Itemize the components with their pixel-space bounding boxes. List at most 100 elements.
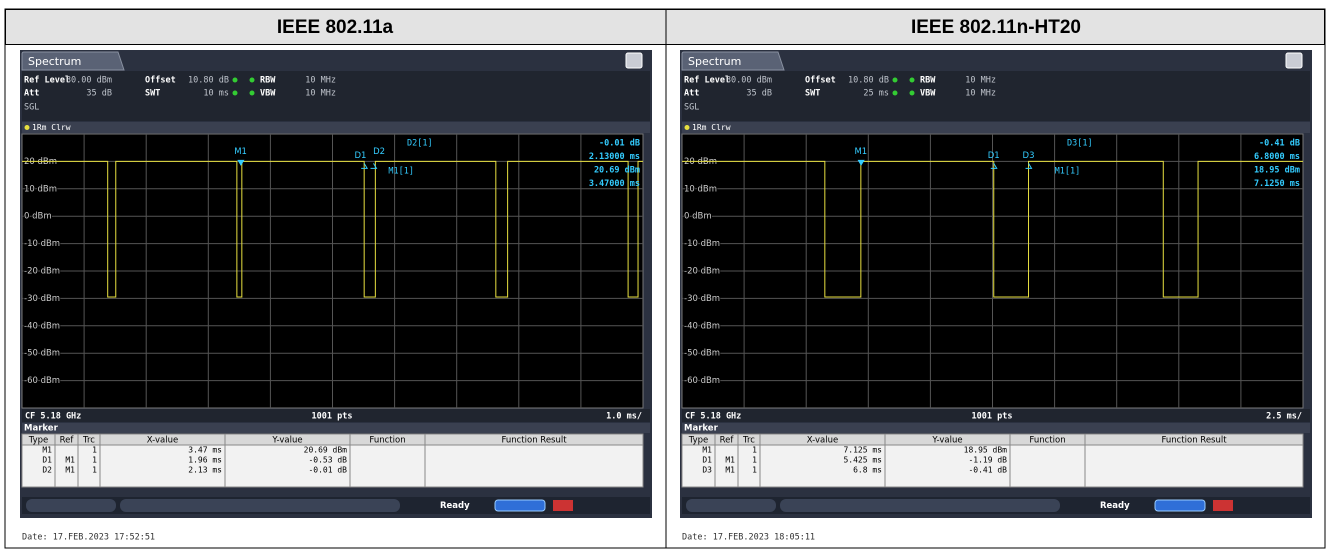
setting-label: Offset xyxy=(145,76,176,86)
setting-label: Ref Level xyxy=(684,76,730,86)
footer-text: 2.5 ms/ xyxy=(1266,412,1302,422)
y-label: -20 dBm xyxy=(684,267,720,277)
table-cell: 1 xyxy=(92,446,97,455)
alert-icon xyxy=(553,500,573,511)
status-seg xyxy=(686,499,776,512)
table-header: Trc xyxy=(82,436,95,446)
readout-value: 20.69 dBm xyxy=(594,166,640,176)
marker-triangle xyxy=(990,163,998,169)
table-cell: -0.41 dB xyxy=(968,466,1007,475)
y-label: -50 dBm xyxy=(24,349,60,359)
y-label: -60 dBm xyxy=(24,376,60,386)
table-cell: 20.69 dBm xyxy=(304,446,348,455)
setting-value: 10.80 dB xyxy=(188,76,229,86)
setting-label: SWT xyxy=(805,89,820,99)
mode: SGL xyxy=(24,103,39,113)
table-title-bar xyxy=(22,423,650,433)
status-dot xyxy=(232,77,238,83)
table-cell: D2 xyxy=(42,466,52,475)
table-cell: 5.425 ms xyxy=(843,456,882,465)
status-seg xyxy=(780,499,1060,512)
status-seg xyxy=(120,499,400,512)
setting-label: Att xyxy=(24,89,39,99)
readout-name: D2[1] xyxy=(407,139,433,149)
table-cell: 1 xyxy=(752,446,757,455)
table-header: Trc xyxy=(742,436,755,446)
readout-value: -0.01 dB xyxy=(599,139,640,149)
readout-value: -0.41 dB xyxy=(1259,139,1300,149)
status-seg xyxy=(26,499,116,512)
table-cell: -1.19 dB xyxy=(968,456,1007,465)
y-label: -30 dBm xyxy=(24,294,60,304)
setting-label: VBW xyxy=(920,89,936,99)
status-dot xyxy=(249,77,255,83)
readout-name: M1[1] xyxy=(1055,167,1081,177)
y-label: -60 dBm xyxy=(684,376,720,386)
tab-label: Spectrum xyxy=(688,55,741,68)
y-label: -30 dBm xyxy=(684,294,720,304)
marker-triangle xyxy=(237,159,245,166)
table-cell: M1 xyxy=(65,466,75,475)
header-row xyxy=(5,9,1325,45)
table-cell: 2.13 ms xyxy=(188,466,222,475)
setting-value: 10 MHz xyxy=(305,76,336,86)
marker-triangle xyxy=(1025,163,1033,169)
progress xyxy=(494,499,546,512)
settings-bg xyxy=(682,71,1310,121)
table-header: Type xyxy=(688,436,709,446)
table-cell: D3 xyxy=(702,466,712,475)
progress xyxy=(1154,499,1206,512)
setting-label: Att xyxy=(684,89,699,99)
table-cell: 6.8 ms xyxy=(853,466,882,475)
table-cell: D1 xyxy=(42,456,52,465)
readout-value: 2.13000 ms xyxy=(589,152,640,162)
table-title-bar xyxy=(682,423,1310,433)
table-cell: M1 xyxy=(65,456,75,465)
readout-value: 6.8000 ms xyxy=(1254,152,1300,162)
setting-label: RBW xyxy=(260,76,276,86)
setting-value: 10 MHz xyxy=(965,89,996,99)
status-text: Ready xyxy=(1100,501,1130,511)
table-cell: 3.47 ms xyxy=(188,446,222,455)
marker-label: M1 xyxy=(854,147,867,157)
table-cell: M1 xyxy=(725,466,735,475)
table-cell: 1.96 ms xyxy=(188,456,222,465)
marker-triangle xyxy=(857,159,865,166)
y-label: -40 dBm xyxy=(24,321,60,331)
table-title: Marker xyxy=(24,424,59,434)
footer-text: 1.0 ms/ xyxy=(606,412,642,422)
trace xyxy=(22,160,643,298)
y-label: 0 dBm xyxy=(684,212,712,222)
table-cell: M1 xyxy=(725,456,735,465)
table-cell: D1 xyxy=(702,456,712,465)
table-header-bg xyxy=(21,433,644,446)
marker-label: D3 xyxy=(1023,151,1035,161)
footer-text: 1001 pts xyxy=(312,412,353,422)
footer-bar xyxy=(682,409,1310,422)
readout-value: 7.1250 ms xyxy=(1254,179,1300,189)
table-header-bg xyxy=(681,433,1304,446)
table-cell: 7.125 ms xyxy=(843,446,882,455)
table-cell: 18.95 dBm xyxy=(964,446,1008,455)
status-dot xyxy=(892,90,898,96)
table-cell: 1 xyxy=(92,456,97,465)
status-text: Ready xyxy=(440,501,470,511)
setting-value: 10 ms xyxy=(203,89,229,99)
tab xyxy=(21,51,125,71)
trace-bar xyxy=(22,122,650,133)
tab-label: Spectrum xyxy=(28,55,81,68)
marker-label: D2 xyxy=(373,147,385,157)
trace-dot xyxy=(24,125,30,130)
marker-triangle xyxy=(361,163,369,169)
status-dot xyxy=(909,90,915,96)
table-header: Function xyxy=(1029,436,1065,446)
setting-label: Ref Level xyxy=(24,76,70,86)
table-title: Marker xyxy=(684,424,719,434)
setting-value: 10 MHz xyxy=(305,89,336,99)
tab xyxy=(681,51,785,71)
trace-label: 1Rm Clrw xyxy=(32,123,71,132)
status-dot xyxy=(249,90,255,96)
